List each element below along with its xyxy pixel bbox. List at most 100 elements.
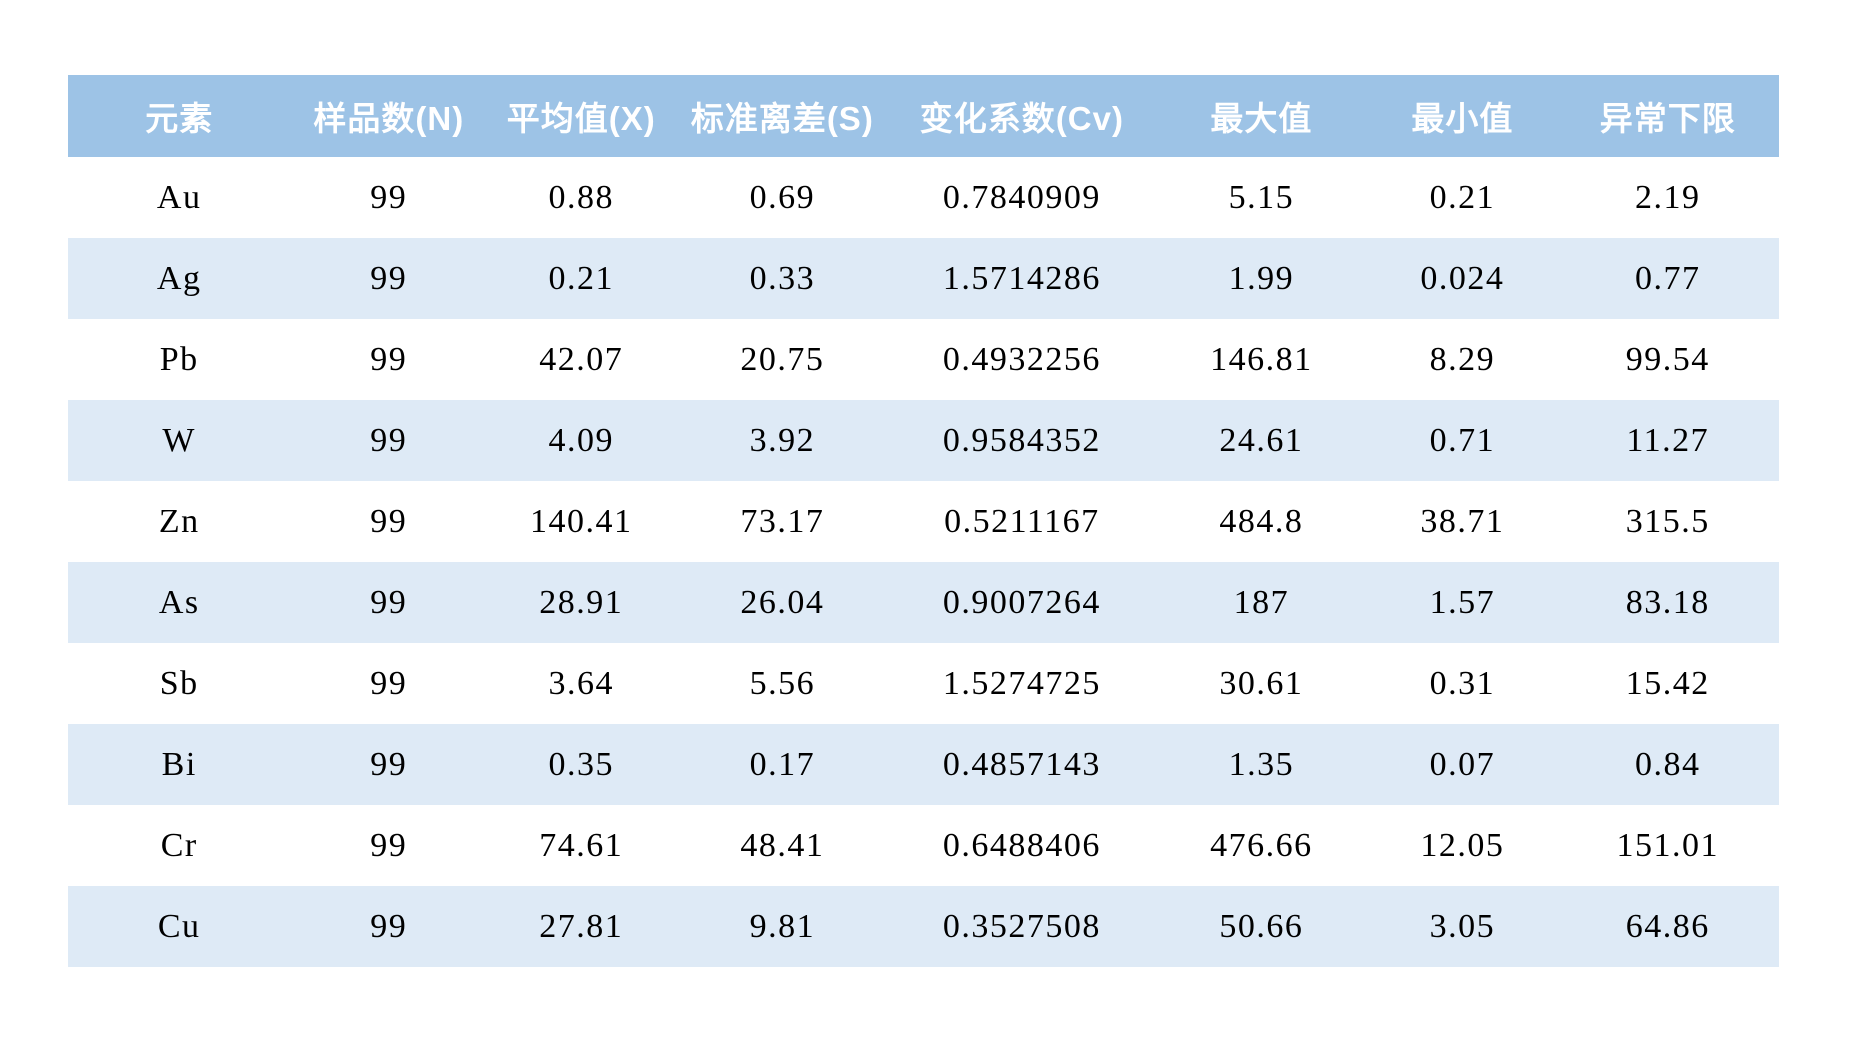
- cell-variation-coefficient: 0.9007264: [942, 583, 1101, 621]
- cell-sample-count: 99: [370, 340, 408, 378]
- cell-min: 1.57: [1429, 583, 1496, 621]
- cell-max: 484.8: [1219, 502, 1304, 540]
- cell-anomaly-lower-limit: 2.19: [1635, 178, 1701, 216]
- cell-element: W: [162, 421, 196, 459]
- cell-std-deviation: 26.04: [740, 583, 825, 621]
- cell-sample-count: 99: [370, 745, 408, 783]
- column-header-mean: 平均值(X): [487, 75, 676, 157]
- table-row-cu: Cu 99 27.81 9.81 0.3527508 50.66 3.05 64…: [68, 886, 1779, 967]
- cell-mean: 4.09: [548, 421, 615, 459]
- cell-variation-coefficient: 0.4932256: [942, 340, 1101, 378]
- cell-mean: 0.35: [548, 745, 615, 783]
- cell-max: 187: [1233, 583, 1290, 621]
- cell-min: 0.07: [1429, 745, 1496, 783]
- cell-mean: 140.41: [530, 502, 633, 540]
- cell-sample-count: 99: [370, 259, 408, 297]
- cell-max: 1.99: [1228, 259, 1295, 297]
- cell-min: 0.71: [1429, 421, 1496, 459]
- cell-max: 5.15: [1228, 178, 1295, 216]
- cell-anomaly-lower-limit: 99.54: [1625, 340, 1710, 378]
- cell-std-deviation: 3.92: [749, 421, 816, 459]
- cell-variation-coefficient: 0.6488406: [942, 826, 1101, 864]
- cell-element: Au: [156, 178, 202, 216]
- cell-anomaly-lower-limit: 15.42: [1625, 664, 1710, 702]
- cell-max: 146.81: [1210, 340, 1313, 378]
- cell-element: Cr: [160, 826, 198, 864]
- cell-sample-count: 99: [370, 178, 408, 216]
- cell-sample-count: 99: [370, 664, 408, 702]
- cell-max: 24.61: [1219, 421, 1304, 459]
- cell-variation-coefficient: 0.9584352: [942, 421, 1101, 459]
- cell-min: 0.21: [1429, 178, 1496, 216]
- cell-element: Zn: [158, 502, 200, 540]
- cell-sample-count: 99: [370, 583, 408, 621]
- cell-mean: 0.88: [548, 178, 615, 216]
- cell-min: 38.71: [1420, 502, 1505, 540]
- table-row-au: Au 99 0.88 0.69 0.7840909 5.15 0.21 2.19: [68, 157, 1779, 238]
- table-row-cr: Cr 99 74.61 48.41 0.6488406 476.66 12.05…: [68, 805, 1779, 886]
- cell-max: 1.35: [1228, 745, 1295, 783]
- cell-max: 476.66: [1210, 826, 1313, 864]
- cell-variation-coefficient: 1.5274725: [942, 664, 1101, 702]
- cell-std-deviation: 5.56: [749, 664, 816, 702]
- cell-element: Ag: [156, 259, 202, 297]
- column-header-std-deviation: 标准离差(S): [675, 75, 890, 157]
- cell-std-deviation: 20.75: [740, 340, 825, 378]
- cell-variation-coefficient: 0.5211167: [944, 502, 1100, 540]
- column-header-min: 最小值: [1368, 75, 1557, 157]
- cell-mean: 74.61: [539, 826, 624, 864]
- cell-element: Bi: [161, 745, 197, 783]
- cell-anomaly-lower-limit: 0.77: [1635, 259, 1701, 297]
- table-row-ag: Ag 99 0.21 0.33 1.5714286 1.99 0.024 0.7…: [68, 238, 1779, 319]
- cell-max: 30.61: [1219, 664, 1304, 702]
- cell-variation-coefficient: 0.3527508: [942, 907, 1101, 945]
- table-row-pb: Pb 99 42.07 20.75 0.4932256 146.81 8.29 …: [68, 319, 1779, 400]
- column-header-variation-coefficient: 变化系数(Cv): [889, 75, 1155, 157]
- cell-variation-coefficient: 1.5714286: [942, 259, 1101, 297]
- cell-variation-coefficient: 0.7840909: [942, 178, 1101, 216]
- cell-std-deviation: 0.33: [749, 259, 816, 297]
- cell-mean: 27.81: [539, 907, 624, 945]
- cell-mean: 28.91: [539, 583, 624, 621]
- table-row-sb: Sb 99 3.64 5.56 1.5274725 30.61 0.31 15.…: [68, 643, 1779, 724]
- cell-anomaly-lower-limit: 151.01: [1616, 826, 1720, 864]
- cell-std-deviation: 9.81: [749, 907, 816, 945]
- cell-min: 0.024: [1420, 259, 1505, 297]
- cell-sample-count: 99: [370, 907, 408, 945]
- table-row-zn: Zn 99 140.41 73.17 0.5211167 484.8 38.71…: [68, 481, 1779, 562]
- cell-min: 8.29: [1429, 340, 1496, 378]
- cell-std-deviation: 73.17: [740, 502, 825, 540]
- table-row-w: W 99 4.09 3.92 0.9584352 24.61 0.71 11.2…: [68, 400, 1779, 481]
- cell-element: Sb: [159, 664, 199, 702]
- cell-max: 50.66: [1219, 907, 1304, 945]
- cell-element: Pb: [159, 340, 199, 378]
- cell-std-deviation: 0.17: [749, 745, 816, 783]
- cell-anomaly-lower-limit: 315.5: [1625, 502, 1710, 540]
- cell-element: Cu: [157, 907, 201, 945]
- element-statistics-table: 元素 样品数(N) 平均值(X) 标准离差(S) 变化系数(Cv) 最大值 最小…: [68, 75, 1779, 967]
- cell-std-deviation: 0.69: [749, 178, 816, 216]
- cell-min: 3.05: [1429, 907, 1496, 945]
- cell-min: 12.05: [1420, 826, 1505, 864]
- cell-mean: 42.07: [539, 340, 624, 378]
- header-row: 元素 样品数(N) 平均值(X) 标准离差(S) 变化系数(Cv) 最大值 最小…: [68, 75, 1779, 157]
- column-header-max: 最大值: [1154, 75, 1369, 157]
- cell-anomaly-lower-limit: 0.84: [1635, 745, 1701, 783]
- table-row-as: As 99 28.91 26.04 0.9007264 187 1.57 83.…: [68, 562, 1779, 643]
- cell-sample-count: 99: [370, 502, 408, 540]
- column-header-sample-count: 样品数(N): [290, 75, 488, 157]
- column-header-element: 元素: [68, 75, 291, 157]
- cell-sample-count: 99: [370, 421, 408, 459]
- column-header-anomaly-lower-limit: 异常下限: [1556, 75, 1779, 157]
- cell-min: 0.31: [1429, 664, 1496, 702]
- cell-mean: 0.21: [548, 259, 615, 297]
- cell-std-deviation: 48.41: [740, 826, 825, 864]
- cell-anomaly-lower-limit: 83.18: [1625, 583, 1710, 621]
- cell-element: As: [158, 583, 200, 621]
- cell-anomaly-lower-limit: 64.86: [1625, 907, 1710, 945]
- cell-anomaly-lower-limit: 11.27: [1626, 421, 1710, 459]
- table-row-bi: Bi 99 0.35 0.17 0.4857143 1.35 0.07 0.84: [68, 724, 1779, 805]
- cell-mean: 3.64: [548, 664, 615, 702]
- cell-variation-coefficient: 0.4857143: [942, 745, 1101, 783]
- cell-sample-count: 99: [370, 826, 408, 864]
